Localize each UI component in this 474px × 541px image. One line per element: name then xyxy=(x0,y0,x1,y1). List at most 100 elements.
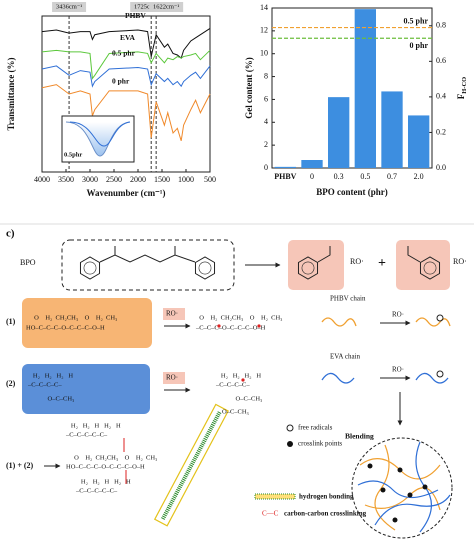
chain-label: PHBV chain xyxy=(330,295,366,303)
series-label: EVA xyxy=(120,33,135,42)
series-line xyxy=(41,28,211,59)
panel-label: c) xyxy=(6,228,15,240)
bar xyxy=(381,91,403,168)
marker-label: 1622cm⁻¹ xyxy=(153,3,179,10)
x-tick-label: 500 xyxy=(204,175,216,184)
reaction-label: (2) xyxy=(6,379,16,388)
radical-box xyxy=(396,240,450,290)
crosslink-point xyxy=(407,492,413,498)
x-tick-label: 2000 xyxy=(130,175,146,184)
crosslink-point xyxy=(422,484,428,490)
bar xyxy=(274,166,296,168)
legend-label: carbon-carbon crosslinking xyxy=(284,510,367,518)
legend-label: free radicals xyxy=(298,424,333,432)
formula: –C–C–C–C– xyxy=(215,381,250,388)
y-tick-label: 10 xyxy=(260,49,268,58)
x-tick-label: 0 xyxy=(310,172,314,181)
radical-box xyxy=(288,240,344,290)
x-tick-label: 1000 xyxy=(178,175,194,184)
chain-reagent: RO· xyxy=(392,366,404,374)
x-tick-label: 0.7 xyxy=(387,172,397,181)
radical-linker xyxy=(317,246,421,263)
radical-dot xyxy=(257,324,261,328)
formula: –C–C–C–C–C– xyxy=(75,487,118,494)
x-tick-label: 1500 xyxy=(154,175,170,184)
y-axis-label: Gel content (%) xyxy=(244,57,254,118)
benzene-ring xyxy=(297,256,319,280)
chain-label: EVA chain xyxy=(330,353,361,361)
formula: O–C–CH₃ xyxy=(216,395,262,402)
formula: O H₂ CH₂CH₃ O H₂ CH₃ xyxy=(26,314,117,321)
x-tick-label: PHBV xyxy=(274,172,296,181)
series-label: 0 phr xyxy=(112,77,130,86)
legend-symbol xyxy=(254,493,296,500)
formula: O H₂ CH₂CH₃ O H₂ CH₃ xyxy=(66,454,157,461)
y2-axis-label-main: F xyxy=(456,93,466,99)
y-tick-label: 8 xyxy=(264,71,268,80)
y-axis-label: Transmittance (%) xyxy=(6,57,16,130)
reagent-box xyxy=(163,308,185,320)
plot-frame xyxy=(271,7,433,169)
formula: O–C–CH₃ xyxy=(222,408,249,415)
eva-segment xyxy=(153,403,229,527)
phbv-chain xyxy=(415,317,451,327)
y-tick-label: 6 xyxy=(264,94,268,103)
marker-label: 1725cm⁻¹ xyxy=(134,3,160,10)
bar xyxy=(301,160,323,168)
bar xyxy=(354,9,376,169)
benzene-ring xyxy=(194,256,216,280)
legend-symbol xyxy=(286,424,294,432)
formula: H₂ H₂ H H₂ H xyxy=(76,478,131,485)
marker-label-bg xyxy=(149,2,184,12)
bar xyxy=(328,97,350,168)
x-axis-label: Wavenumber (cm⁻¹) xyxy=(86,188,165,198)
inset-curve xyxy=(69,121,131,147)
y2-axis-label-sub: H-CO xyxy=(461,77,468,94)
marker-label-bg xyxy=(130,2,165,12)
bar xyxy=(408,115,430,168)
series-line xyxy=(41,49,211,80)
free-radical xyxy=(436,314,444,322)
chain-reagent: RO· xyxy=(392,311,404,319)
benzene-ring xyxy=(79,256,101,280)
inset-curve xyxy=(65,121,131,157)
eva-chain xyxy=(321,372,355,384)
formula: H₂ H₂ H₂ H xyxy=(216,372,261,379)
formula: –C–C–C–C–C– xyxy=(65,431,108,438)
y2-tick-label: 0.8 xyxy=(436,21,446,30)
bpo-linker xyxy=(99,246,196,263)
benzene-inner xyxy=(83,261,97,275)
marker-label: 3436cm⁻¹ xyxy=(56,3,82,10)
marker-label-bg xyxy=(52,2,87,12)
x-tick-label: 2.0 xyxy=(414,172,424,181)
formula: –C–C–C–C– xyxy=(27,381,62,388)
legend-label: crosslink points xyxy=(298,440,342,448)
crosslink-point xyxy=(392,517,398,523)
y2-tick-label: 0.2 xyxy=(436,127,446,136)
x-tick-label: 0.5 xyxy=(360,172,370,181)
x-axis-label: BPO content (phr) xyxy=(316,187,388,197)
reagent: RO· xyxy=(166,374,178,382)
crosslink-point xyxy=(367,463,373,469)
series-line xyxy=(41,84,211,141)
y-tick-label: 4 xyxy=(264,117,268,126)
x-tick-label: 3000 xyxy=(82,175,98,184)
benzene-ring xyxy=(419,256,441,280)
benzene-inner xyxy=(198,261,212,275)
y2-tick-label: 0.4 xyxy=(436,92,446,101)
reaction-label: (1) xyxy=(6,317,16,326)
x-tick-label: 2500 xyxy=(106,175,122,184)
bpo-label: BPO xyxy=(20,258,36,267)
radical-dot xyxy=(241,378,245,382)
formula: HO–C–C–C–O–C–C–C–O–H xyxy=(26,324,105,331)
series-label: 0.5 phr xyxy=(112,49,136,58)
reagent: RO· xyxy=(166,310,178,318)
y-tick-label: 12 xyxy=(260,26,268,35)
free-radical xyxy=(436,370,444,378)
eva-chain xyxy=(415,372,449,384)
reference-label: 0 phr xyxy=(410,41,429,50)
x-tick-label: 0.3 xyxy=(334,172,344,181)
formula: –C–C–C–O–C–C–C–O–H xyxy=(195,324,266,331)
crosslink-point xyxy=(397,467,403,473)
radical-label: RO· xyxy=(350,257,364,266)
